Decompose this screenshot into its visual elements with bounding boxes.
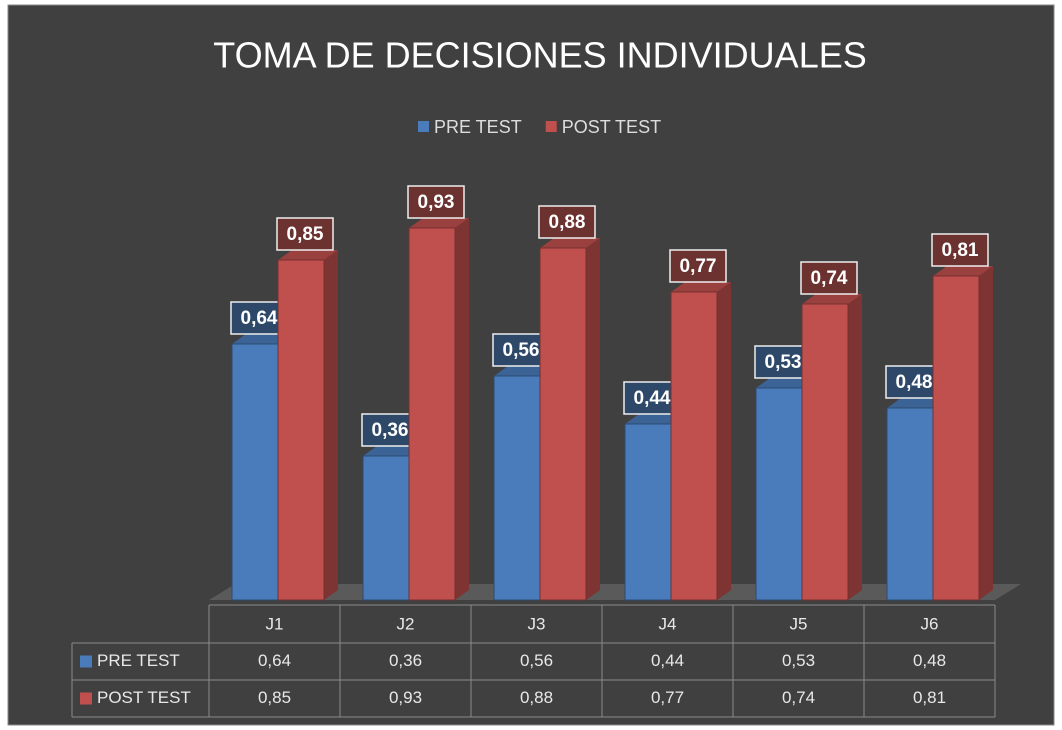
table-cell: 0,44 <box>651 651 684 670</box>
bar-top <box>756 378 816 388</box>
legend-label: POST TEST <box>562 117 661 137</box>
table-cell: 0,36 <box>389 651 422 670</box>
x-tick-label: J2 <box>397 614 415 633</box>
bar-side <box>324 250 338 600</box>
data-label-box <box>407 185 465 219</box>
data-label: 0,48 <box>896 372 933 393</box>
data-label: 0,93 <box>418 192 455 213</box>
table-row-label: POST TEST <box>97 688 191 707</box>
bar-top <box>232 334 292 344</box>
bar <box>539 247 587 601</box>
legend-swatch <box>418 121 429 132</box>
table-cell: 0,77 <box>651 688 684 707</box>
bar-top <box>887 398 947 408</box>
x-tick-label: J6 <box>921 614 939 633</box>
bar-top <box>625 414 685 424</box>
table-cell: 0,56 <box>520 651 553 670</box>
bar <box>886 407 934 601</box>
table-cell: 0,85 <box>258 688 291 707</box>
bar <box>801 303 849 601</box>
bar-top <box>540 238 600 248</box>
bar-top <box>278 250 338 260</box>
bar-top <box>494 366 554 376</box>
bar <box>755 387 803 601</box>
data-label: 0,77 <box>680 256 717 277</box>
bar-top <box>409 218 469 228</box>
bar <box>277 259 325 601</box>
data-label: 0,56 <box>503 340 540 361</box>
bar <box>362 455 410 601</box>
table-cell: 0,48 <box>913 651 946 670</box>
table-cell: 0,88 <box>520 688 553 707</box>
bar <box>493 375 541 601</box>
data-label: 0,53 <box>765 352 802 373</box>
data-label: 0,74 <box>811 268 848 289</box>
table-legend-swatch <box>80 655 92 668</box>
bar-top <box>671 282 731 292</box>
x-tick-label: J3 <box>528 614 546 633</box>
legend-label: PRE TEST <box>434 117 522 137</box>
table-cell: 0,81 <box>913 688 946 707</box>
bar-side <box>586 238 600 600</box>
x-tick-label: J4 <box>659 614 677 633</box>
data-label-box <box>669 249 727 283</box>
data-label: 0,88 <box>549 212 586 233</box>
table-legend-swatch <box>80 692 92 705</box>
data-label: 0,44 <box>634 388 671 409</box>
bar <box>408 227 456 601</box>
data-label: 0,81 <box>942 240 979 261</box>
data-label-box <box>800 261 858 295</box>
legend-swatch <box>545 121 557 132</box>
bar-side <box>979 266 993 600</box>
bar-top <box>802 294 862 304</box>
chart-title: TOMA DE DECISIONES INDIVIDUALES <box>213 35 866 76</box>
table-cell: 0,74 <box>782 688 815 707</box>
bar-side <box>455 218 469 600</box>
data-label: 0,64 <box>241 308 278 329</box>
data-label-box <box>538 205 596 239</box>
bar <box>670 291 718 601</box>
bar-top <box>363 446 423 456</box>
data-label-box <box>276 217 334 251</box>
x-tick-label: J5 <box>790 614 808 633</box>
bar-side <box>848 294 862 600</box>
x-tick-label: J1 <box>266 614 284 633</box>
table-row-label: PRE TEST <box>97 651 180 670</box>
table-cell: 0,64 <box>258 651 291 670</box>
table-cell: 0,93 <box>389 688 422 707</box>
data-label: 0,36 <box>372 420 409 441</box>
data-label: 0,85 <box>287 224 324 245</box>
bar <box>624 423 672 601</box>
bar-side <box>717 282 731 600</box>
bar-top <box>933 266 993 276</box>
bar <box>932 275 980 601</box>
data-label-box <box>931 233 989 267</box>
bar <box>231 343 279 601</box>
table-cell: 0,53 <box>782 651 815 670</box>
